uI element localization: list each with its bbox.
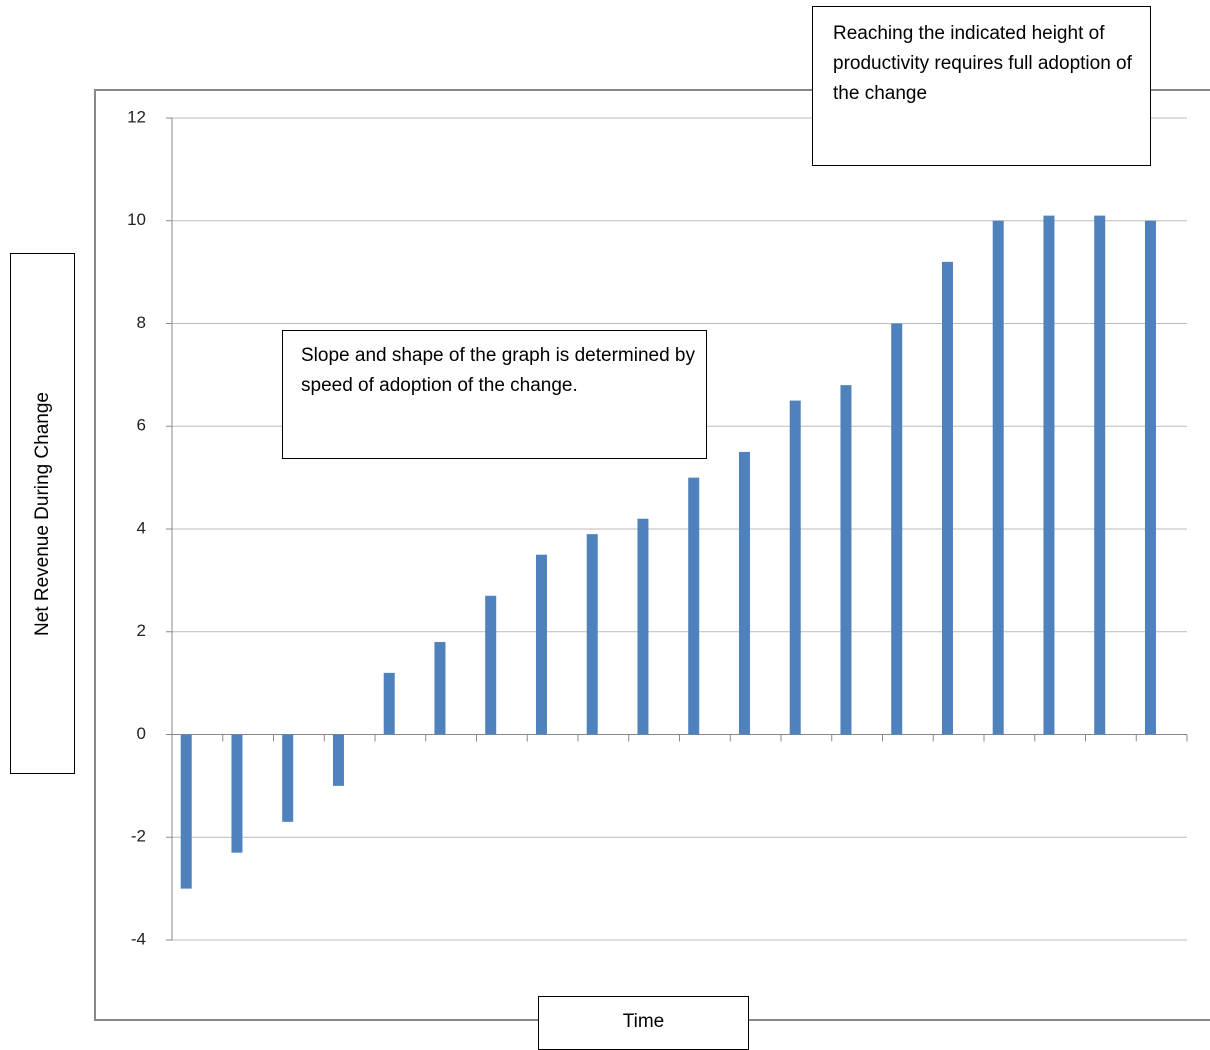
bar (231, 734, 243, 853)
y-axis-title: Net Revenue During Change (32, 392, 53, 636)
y-axis-title-box: Net Revenue During Change (10, 253, 75, 774)
y-tick-label: 10 (127, 210, 146, 229)
bar (434, 642, 446, 735)
bar (282, 734, 294, 822)
y-tick-label: 6 (137, 416, 146, 435)
bar (383, 672, 395, 735)
y-tick-label: 0 (137, 724, 146, 743)
bar (180, 734, 192, 889)
bar (485, 595, 497, 735)
bar (738, 451, 750, 735)
y-tick-label: 2 (137, 621, 146, 640)
bar (891, 323, 903, 735)
bar (637, 518, 649, 735)
annotation: Reaching the indicated height of product… (812, 6, 1151, 166)
y-tick-label: 8 (137, 313, 146, 332)
y-tick-label: 4 (137, 518, 146, 537)
bar (941, 261, 953, 735)
x-axis-title: Time (538, 996, 749, 1050)
chart-frame (94, 89, 1210, 1021)
bar (840, 385, 852, 735)
bar (1144, 220, 1156, 735)
bar (586, 534, 598, 735)
y-tick-label: -2 (131, 827, 146, 846)
bar (332, 734, 344, 786)
bar (688, 477, 700, 735)
bar (1094, 215, 1106, 735)
bar (1043, 215, 1055, 735)
annotation: Slope and shape of the graph is determin… (282, 330, 707, 459)
bar (992, 220, 1004, 735)
y-tick-label: -4 (131, 929, 146, 948)
bar (789, 400, 801, 735)
y-tick-label: 12 (127, 107, 146, 126)
bar (535, 554, 547, 735)
